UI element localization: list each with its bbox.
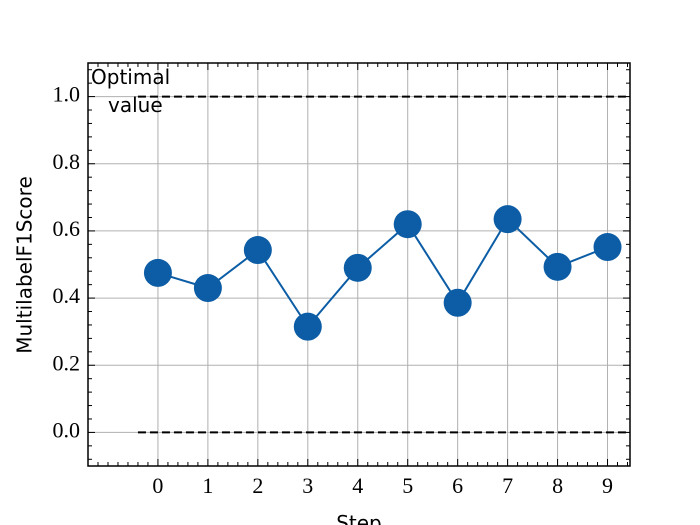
x-tick-label: 6 xyxy=(452,473,463,498)
data-point xyxy=(143,258,172,287)
data-point xyxy=(443,288,472,317)
x-axis-label: Step xyxy=(336,511,382,525)
x-tick-label: 7 xyxy=(502,473,513,498)
x-tick-label: 9 xyxy=(602,473,613,498)
y-tick-label: 0.8 xyxy=(53,149,81,174)
x-tick-label: 8 xyxy=(552,473,563,498)
x-tick-label: 2 xyxy=(252,473,263,498)
y-tick-label: 0.6 xyxy=(53,216,81,241)
annotation: Optimal value xyxy=(91,64,177,116)
y-tick-label: 0.0 xyxy=(53,417,81,442)
data-point xyxy=(343,253,372,282)
x-tick-label: 0 xyxy=(152,473,163,498)
y-tick-label: 0.2 xyxy=(53,350,81,375)
x-tick-label: 4 xyxy=(352,473,363,498)
data-point xyxy=(393,210,422,239)
plot-frame xyxy=(87,62,631,467)
data-point xyxy=(543,252,572,281)
x-tick-label: 3 xyxy=(302,473,313,498)
data-point xyxy=(193,274,222,303)
data-point xyxy=(243,236,272,265)
x-tick-label: 1 xyxy=(202,473,213,498)
y-axis-label: MultilabelF1Score xyxy=(13,176,37,354)
data-point xyxy=(593,233,622,262)
data-point xyxy=(293,312,322,341)
y-tick-label: 0.4 xyxy=(53,283,81,308)
x-tick-label: 5 xyxy=(402,473,413,498)
data-point xyxy=(493,205,522,234)
y-tick-label: 1.0 xyxy=(53,82,81,107)
data-line xyxy=(157,217,608,329)
